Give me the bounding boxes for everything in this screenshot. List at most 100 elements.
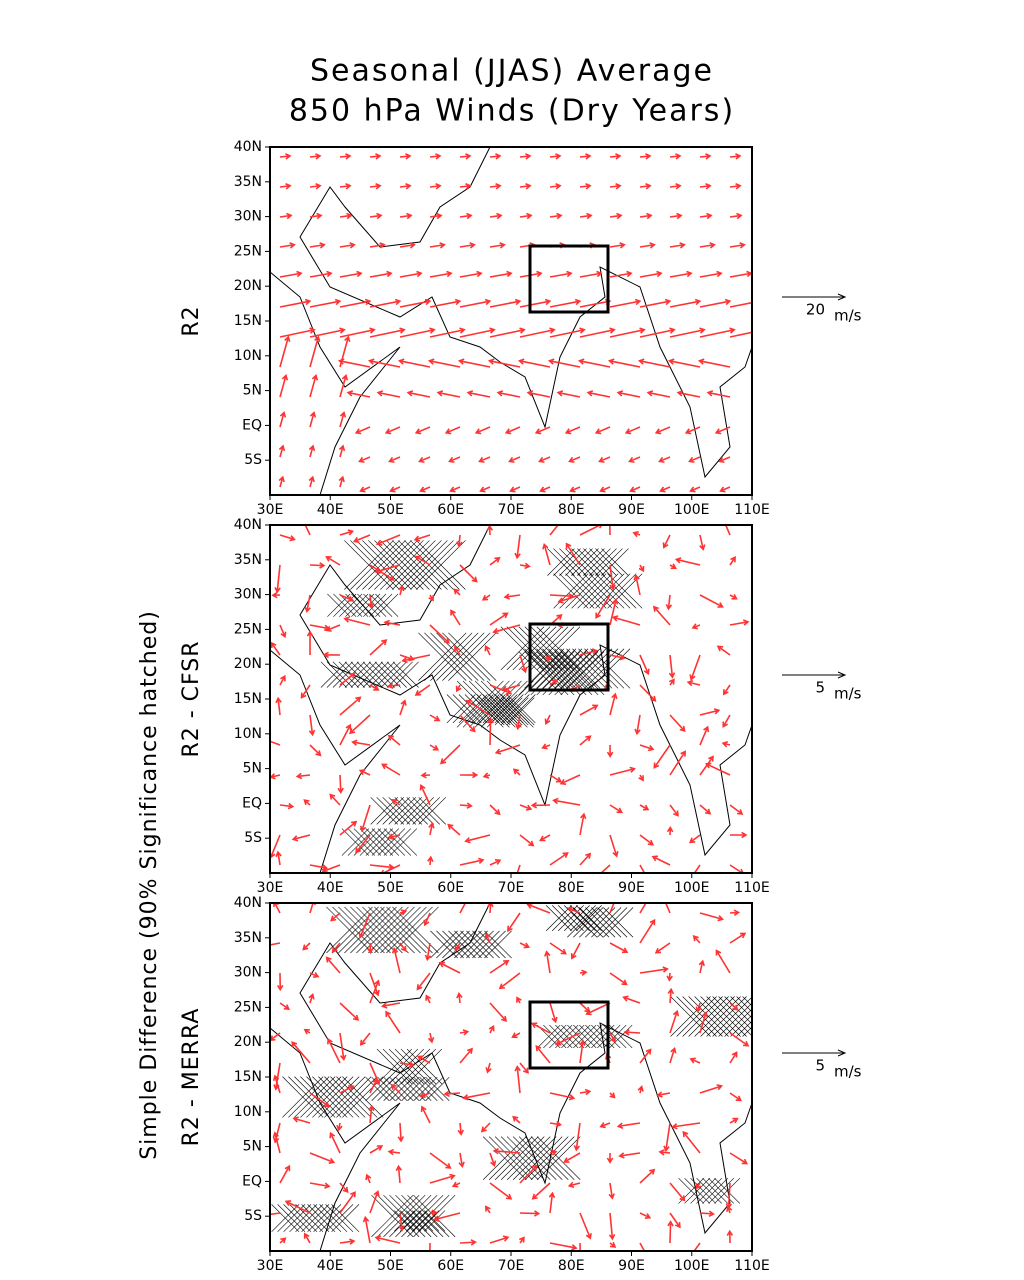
wind-vector	[669, 212, 683, 220]
wind-vector	[656, 1091, 671, 1098]
wind-vector	[339, 1182, 349, 1194]
wind-vector	[309, 270, 333, 278]
hatch	[406, 1210, 428, 1232]
wind-vector	[339, 374, 349, 398]
hatch	[603, 907, 634, 938]
wind-vector	[699, 912, 724, 922]
wind-vector	[609, 182, 622, 190]
wind-vector	[390, 1083, 401, 1094]
wind-vector	[667, 987, 675, 1004]
hatch	[500, 694, 530, 724]
wind-vector	[669, 242, 686, 249]
wind-vector	[669, 182, 682, 190]
region-box	[528, 622, 610, 692]
hatch	[418, 632, 467, 681]
wind-vector	[729, 556, 736, 566]
wind-vector	[489, 270, 513, 278]
wind-vector	[609, 270, 633, 278]
hatch	[375, 593, 399, 617]
hatch	[590, 648, 631, 689]
wind-vector	[639, 804, 650, 811]
wind-vector	[292, 1116, 311, 1124]
wind-vector	[429, 298, 462, 308]
hatch	[377, 1076, 402, 1101]
wind-vector	[397, 358, 431, 368]
wind-vector	[689, 1057, 701, 1064]
lat-label: 5S	[244, 1208, 262, 1224]
wind-vector	[542, 542, 551, 566]
wind-vector	[549, 774, 563, 783]
wind-vector	[639, 864, 646, 873]
wind-vector	[674, 557, 701, 566]
wind-vector	[729, 593, 738, 600]
hatch	[595, 573, 631, 609]
wind-vector	[585, 1002, 611, 1016]
lon-label: 80E	[558, 502, 585, 518]
wind-vector	[489, 298, 522, 308]
wind-vector	[669, 153, 682, 160]
wind-vector	[358, 912, 371, 939]
wind-vector	[330, 912, 341, 922]
hatch	[537, 1024, 561, 1049]
wind-vector	[519, 298, 552, 308]
reference-vector	[782, 1049, 847, 1057]
wind-vector	[351, 739, 371, 746]
hatch	[591, 1024, 615, 1049]
coastline	[270, 649, 401, 873]
wind-vector	[538, 456, 551, 463]
wind-vector	[399, 942, 407, 953]
hatch	[530, 651, 575, 696]
wind-vector	[274, 564, 281, 594]
wind-vector	[279, 411, 287, 428]
hatch	[500, 1136, 545, 1180]
wind-vector	[325, 556, 341, 566]
hatch	[356, 540, 406, 590]
hatch	[482, 1136, 527, 1180]
hatch	[577, 573, 613, 609]
lat-label: 40N	[234, 895, 262, 911]
wind-vector	[549, 270, 573, 278]
wind-vector	[309, 153, 322, 160]
wind-vector	[270, 942, 281, 946]
reference-speed: 5	[815, 1057, 825, 1075]
wind-vector	[325, 624, 341, 632]
hatch	[573, 1024, 597, 1049]
hatch	[442, 632, 491, 681]
wind-vector	[729, 1051, 738, 1064]
wind-vector	[447, 823, 461, 836]
wind-vector	[609, 598, 619, 626]
wind-vector	[557, 594, 581, 604]
wind-vector	[609, 804, 623, 814]
wind-vector	[609, 327, 646, 338]
wind-vector	[329, 1131, 341, 1154]
hatch	[742, 1026, 752, 1037]
wind-vector	[369, 972, 380, 997]
hatch	[380, 906, 427, 954]
wind-vector	[609, 942, 629, 954]
wind-vector	[693, 864, 701, 873]
hatch	[702, 1177, 729, 1204]
wind-vector	[453, 588, 461, 596]
hatch	[543, 1024, 567, 1049]
wind-vector	[637, 358, 671, 368]
wind-vector	[309, 242, 326, 249]
hatch	[407, 1194, 450, 1238]
wind-vector	[549, 525, 560, 536]
hatch	[350, 540, 400, 590]
wind-vector	[459, 270, 483, 278]
wind-vector	[507, 912, 521, 933]
hatch	[554, 648, 595, 689]
hatch	[545, 905, 572, 932]
wind-vector	[481, 594, 491, 601]
wind-vector	[432, 1212, 461, 1222]
coastline	[270, 1027, 401, 1251]
hatch	[356, 906, 403, 954]
wind-vector	[444, 426, 461, 435]
hatch	[542, 651, 587, 696]
hatch	[389, 828, 418, 856]
wind-vector	[699, 153, 712, 160]
wind-vector	[309, 335, 321, 368]
hatch	[700, 996, 741, 1037]
wind-vector	[517, 358, 551, 368]
wind-vector	[638, 564, 645, 573]
